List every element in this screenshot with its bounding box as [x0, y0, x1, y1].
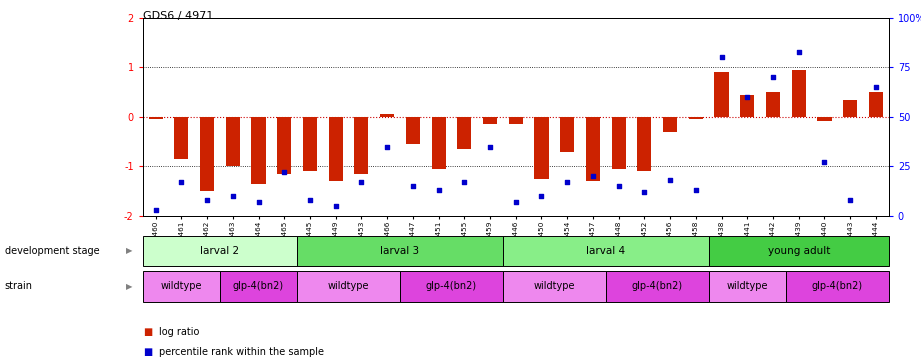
Text: glp-4(bn2): glp-4(bn2): [233, 281, 284, 292]
Text: larval 3: larval 3: [380, 246, 420, 256]
Bar: [220, 271, 297, 302]
Point: [765, 74, 780, 80]
Bar: [432, 117, 446, 169]
Bar: [380, 115, 394, 117]
Point: [689, 187, 704, 193]
Text: percentile rank within the sample: percentile rank within the sample: [159, 347, 324, 357]
Point: [560, 180, 575, 185]
Bar: [708, 271, 786, 302]
Point: [174, 180, 189, 185]
Bar: [143, 236, 297, 266]
Bar: [406, 117, 420, 144]
Bar: [586, 117, 600, 181]
Text: wildtype: wildtype: [160, 281, 202, 292]
Bar: [148, 117, 163, 119]
Bar: [277, 117, 291, 174]
Point: [405, 183, 420, 189]
Bar: [297, 236, 503, 266]
Bar: [560, 117, 575, 152]
Bar: [715, 72, 729, 117]
Bar: [251, 117, 265, 184]
Point: [508, 199, 523, 205]
Bar: [606, 271, 708, 302]
Point: [431, 187, 446, 193]
Bar: [503, 271, 606, 302]
Bar: [355, 117, 368, 174]
Bar: [792, 70, 806, 117]
Bar: [143, 271, 220, 302]
Bar: [689, 117, 703, 119]
Point: [791, 49, 806, 54]
Text: log ratio: log ratio: [159, 327, 200, 337]
Text: wildtype: wildtype: [328, 281, 369, 292]
Point: [457, 180, 472, 185]
Text: ▶: ▶: [126, 246, 133, 255]
Point: [663, 177, 678, 183]
Bar: [400, 271, 503, 302]
Bar: [303, 117, 317, 171]
Text: glp-4(bn2): glp-4(bn2): [632, 281, 682, 292]
Point: [534, 193, 549, 199]
Text: wildtype: wildtype: [727, 281, 768, 292]
Text: GDS6 / 4971: GDS6 / 4971: [143, 11, 213, 21]
Bar: [174, 117, 189, 159]
Text: larval 2: larval 2: [201, 246, 239, 256]
Text: glp-4(bn2): glp-4(bn2): [811, 281, 863, 292]
Text: young adult: young adult: [767, 246, 830, 256]
Text: ■: ■: [143, 347, 152, 357]
Bar: [869, 92, 883, 117]
Text: larval 4: larval 4: [587, 246, 625, 256]
Point: [714, 55, 729, 60]
Bar: [817, 117, 832, 121]
Point: [612, 183, 626, 189]
Point: [251, 199, 266, 205]
Bar: [766, 92, 780, 117]
Text: development stage: development stage: [5, 246, 99, 256]
Point: [817, 160, 832, 165]
Bar: [708, 236, 889, 266]
Bar: [740, 95, 754, 117]
Point: [843, 197, 857, 203]
Point: [277, 170, 292, 175]
Point: [483, 144, 497, 150]
Point: [226, 193, 240, 199]
Point: [379, 144, 394, 150]
Text: wildtype: wildtype: [533, 281, 575, 292]
Bar: [200, 117, 215, 191]
Bar: [483, 117, 497, 124]
Point: [586, 174, 600, 179]
Bar: [612, 117, 625, 169]
Bar: [534, 117, 549, 179]
Bar: [843, 100, 857, 117]
Point: [740, 94, 754, 100]
Point: [637, 189, 652, 195]
Text: strain: strain: [5, 281, 32, 292]
Point: [303, 197, 318, 203]
Bar: [508, 117, 523, 124]
Bar: [503, 236, 708, 266]
Bar: [457, 117, 472, 149]
Text: glp-4(bn2): glp-4(bn2): [426, 281, 477, 292]
Point: [869, 84, 883, 90]
Bar: [329, 117, 343, 181]
Bar: [663, 117, 677, 132]
Point: [200, 197, 215, 203]
Bar: [297, 271, 400, 302]
Point: [148, 207, 163, 213]
Text: ■: ■: [143, 327, 152, 337]
Bar: [637, 117, 651, 171]
Point: [354, 180, 368, 185]
Point: [328, 203, 343, 209]
Bar: [786, 271, 889, 302]
Bar: [226, 117, 239, 166]
Text: ▶: ▶: [126, 282, 133, 291]
